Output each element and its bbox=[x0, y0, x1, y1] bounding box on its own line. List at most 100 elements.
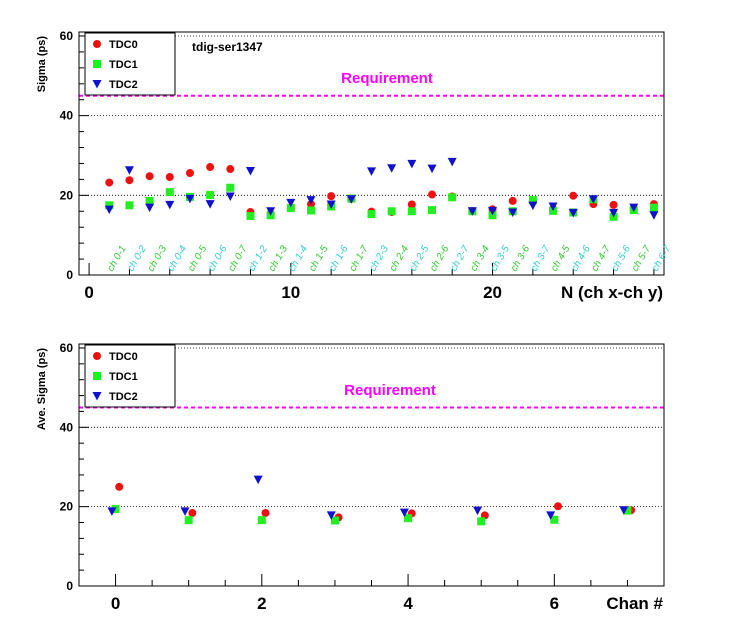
data-point-tdc1 bbox=[184, 516, 193, 525]
data-point-tdc2 bbox=[225, 192, 235, 202]
data-point-tdc2 bbox=[568, 208, 578, 218]
category-label: ch 6-7 bbox=[650, 244, 674, 274]
data-point-tdc1 bbox=[257, 516, 266, 525]
data-point-tdc2 bbox=[609, 208, 619, 218]
legend-label: TDC0 bbox=[109, 39, 138, 51]
data-point-tdc2 bbox=[629, 203, 639, 213]
data-point-tdc0 bbox=[165, 173, 174, 182]
legend-label: TDC2 bbox=[109, 79, 138, 91]
data-point-tdc1 bbox=[286, 204, 295, 213]
data-point-tdc1 bbox=[404, 514, 413, 523]
data-point-tdc0 bbox=[327, 192, 336, 201]
x-tick-label: 0 bbox=[84, 283, 93, 302]
data-point-tdc1 bbox=[623, 506, 632, 515]
y-tick-label: 40 bbox=[60, 420, 74, 434]
y-tick-label: 60 bbox=[60, 341, 74, 355]
data-point-tdc1 bbox=[528, 196, 537, 205]
data-point-tdc2 bbox=[124, 166, 134, 175]
data-point-tdc2 bbox=[266, 207, 276, 216]
data-point-tdc2 bbox=[253, 475, 263, 485]
data-point-tdc2 bbox=[107, 507, 117, 516]
data-point-tdc2 bbox=[588, 195, 598, 204]
data-point-tdc2 bbox=[367, 167, 376, 176]
data-point-tdc2 bbox=[185, 194, 195, 204]
data-point-tdc0 bbox=[206, 163, 215, 172]
y-tick-label: 60 bbox=[60, 29, 74, 43]
data-point-tdc2 bbox=[548, 202, 558, 211]
x-axis-label: Chan # bbox=[606, 594, 663, 613]
x-tick-label: 4 bbox=[403, 594, 413, 613]
data-point-tdc2 bbox=[399, 508, 409, 518]
data-point-tdc2 bbox=[346, 195, 356, 204]
y-tick-label: 20 bbox=[60, 188, 74, 202]
y-axis-label: Sigma (ps) bbox=[36, 36, 48, 93]
data-point-tdc2 bbox=[488, 206, 498, 216]
data-point-tdc2 bbox=[649, 211, 659, 220]
data-point-tdc0 bbox=[261, 509, 270, 518]
sigma-per-channel-pair-plot: Requirement 0 20 40 60 0 10 20 N (ch x-ch y) Sigm… bbox=[36, 29, 674, 302]
data-point-tdc2 bbox=[145, 203, 155, 213]
data-point-tdc0 bbox=[407, 200, 416, 209]
data-point-tdc0 bbox=[553, 502, 562, 511]
data-point-tdc2 bbox=[508, 208, 518, 217]
data-point-tdc1 bbox=[306, 206, 315, 215]
data-point-tdc1 bbox=[649, 203, 658, 212]
data-point-tdc2 bbox=[326, 200, 336, 209]
data-point-tdc1 bbox=[387, 207, 396, 216]
x-tick-label: 0 bbox=[111, 594, 120, 613]
data-point-tdc1 bbox=[145, 196, 154, 205]
data-point-tdc0 bbox=[125, 176, 134, 185]
legend-label: TDC1 bbox=[109, 371, 138, 383]
data-point-tdc2 bbox=[467, 207, 477, 216]
data-point-tdc2 bbox=[245, 167, 255, 176]
data-point-tdc2 bbox=[473, 506, 483, 516]
x-tick-label: 2 bbox=[257, 594, 266, 613]
data-point-tdc0 bbox=[185, 169, 194, 178]
legend-marker-tdc1 bbox=[93, 60, 101, 68]
data-point-tdc2 bbox=[180, 507, 190, 516]
requirement-label: Requirement bbox=[341, 70, 433, 87]
data-point-tdc2 bbox=[546, 511, 556, 520]
legend-marker-tdc0 bbox=[93, 352, 101, 360]
legend-marker-tdc2 bbox=[92, 392, 102, 401]
data-point-tdc0 bbox=[145, 172, 154, 181]
data-point-tdc2 bbox=[306, 196, 316, 205]
data-point-tdc2 bbox=[286, 198, 296, 208]
data-point-tdc1 bbox=[550, 515, 559, 524]
x-axis-label: N (ch x-ch y) bbox=[561, 283, 663, 302]
legend-marker-tdc1 bbox=[93, 372, 101, 380]
data-point-tdc2 bbox=[619, 506, 629, 515]
average-sigma-per-channel-plot: Requirement 0 20 40 60 0 2 4 6 Chan # Ave. Sigma (… bbox=[36, 341, 665, 613]
legend-marker-tdc2 bbox=[92, 80, 102, 89]
data-point-tdc0 bbox=[226, 165, 235, 174]
legend-label: TDC2 bbox=[109, 391, 138, 403]
data-point-tdc0 bbox=[609, 200, 618, 209]
y-tick-label: 0 bbox=[66, 579, 73, 593]
data-point-tdc0 bbox=[428, 190, 437, 199]
data-point-tdc0 bbox=[188, 509, 197, 518]
data-point-tdc2 bbox=[165, 200, 175, 210]
data-point-tdc2 bbox=[427, 164, 437, 174]
data-point-tdc1 bbox=[428, 206, 437, 215]
legend-label: TDC1 bbox=[109, 59, 138, 71]
data-point-tdc1 bbox=[125, 201, 134, 210]
data-point-tdc2 bbox=[205, 200, 215, 209]
data-point-tdc0 bbox=[569, 191, 578, 200]
data-point-tdc1 bbox=[105, 201, 114, 210]
data-point-tdc2 bbox=[528, 201, 538, 211]
x-tick-label: 6 bbox=[550, 594, 559, 613]
category-label: ch 0-1 bbox=[105, 244, 128, 274]
chart-title: tdig-ser1347 bbox=[192, 40, 263, 54]
data-point-tdc1 bbox=[330, 516, 339, 525]
data-point-tdc1 bbox=[111, 505, 120, 514]
data-point-tdc1 bbox=[477, 517, 486, 526]
y-tick-label: 0 bbox=[66, 268, 73, 282]
data-point-tdc1 bbox=[206, 190, 215, 199]
legend-label: TDC0 bbox=[109, 351, 138, 363]
y-axis-label: Ave. Sigma (ps) bbox=[36, 348, 48, 430]
data-point-tdc0 bbox=[105, 178, 114, 187]
data-point-tdc1 bbox=[165, 188, 174, 197]
data-point-tdc1 bbox=[226, 183, 235, 192]
data-point-tdc1 bbox=[448, 193, 457, 202]
